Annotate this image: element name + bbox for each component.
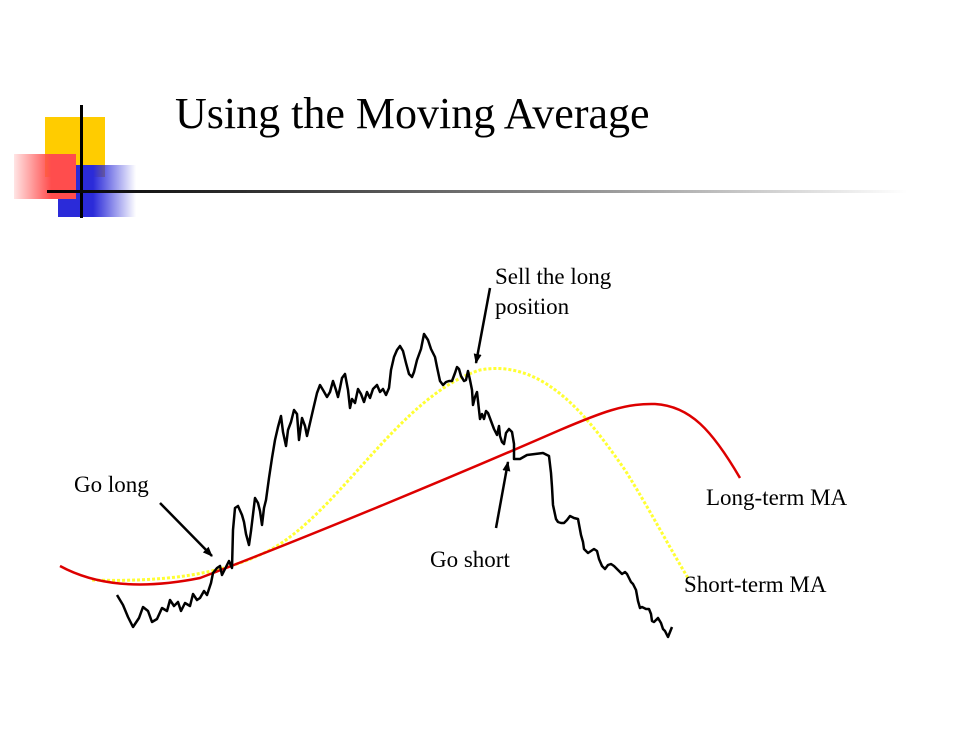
decor-vertical-line <box>80 105 83 218</box>
go-short-label: Go short <box>430 547 510 572</box>
price-line <box>115 332 674 639</box>
page-title: Using the Moving Average <box>175 89 650 138</box>
title-underline <box>47 190 907 193</box>
go-short-arrow <box>494 461 511 529</box>
short-term-ma-label: Short-term MA <box>684 572 827 597</box>
long-term-ma-line <box>59 402 742 586</box>
go-long-arrow <box>159 502 213 557</box>
sell-label-line2: position <box>495 294 570 319</box>
long-term-ma-label: Long-term MA <box>706 485 848 510</box>
sell-label-line1: Sell the long <box>495 264 612 289</box>
go-long-label: Go long <box>74 472 149 497</box>
short-term-ma-line <box>91 367 690 582</box>
sell-arrow <box>473 287 492 364</box>
